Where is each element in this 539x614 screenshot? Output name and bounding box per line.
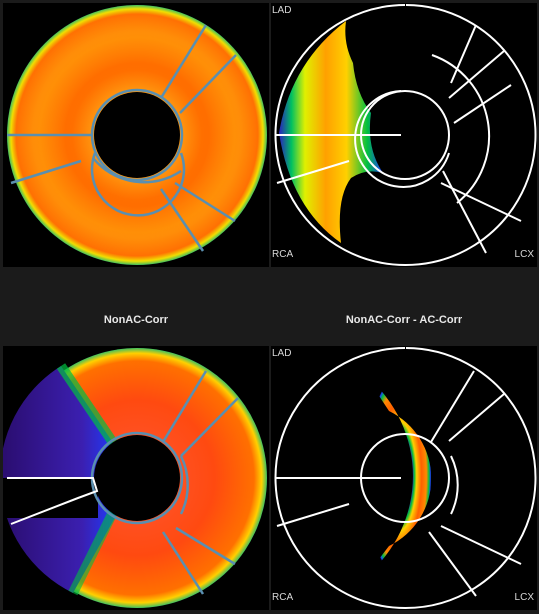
polar-map-bottom-left-svg: [3, 348, 267, 608]
lcx-label: LCX: [514, 592, 534, 603]
segment-boundaries: [7, 24, 237, 252]
polar-map-top-left-svg: [7, 5, 267, 265]
septal-difference-region: [279, 21, 383, 243]
segment-outline: [274, 347, 537, 609]
polar-map-bottom-right-svg: [274, 347, 537, 609]
bullseye-apex-hole: [94, 92, 180, 178]
segment-outline-white: [7, 477, 99, 525]
polar-map-top-right: LAD RCA LCX: [271, 3, 537, 267]
polar-map-top-right-svg: [274, 4, 537, 266]
lad-label: LAD: [272, 5, 292, 16]
bullseye-apex-hole: [94, 435, 180, 521]
lateral-difference-region: [366, 376, 432, 576]
polar-map-top-left: [3, 3, 269, 267]
rca-label: RCA: [272, 249, 294, 260]
lad-label: LAD: [272, 348, 292, 359]
rca-label: RCA: [272, 592, 294, 603]
cutout: [3, 478, 98, 518]
polar-map-bottom-right: LAD RCA LCX: [271, 346, 537, 610]
lcx-label: LCX: [514, 249, 534, 260]
segment-outline: [274, 4, 537, 266]
polar-map-bottom-left: [3, 346, 269, 610]
caption-nonac-corr: NonAC-Corr: [103, 314, 169, 326]
caption-difference: NonAC-Corr - AC-Corr: [345, 314, 463, 326]
segment-boundaries: [90, 370, 239, 595]
